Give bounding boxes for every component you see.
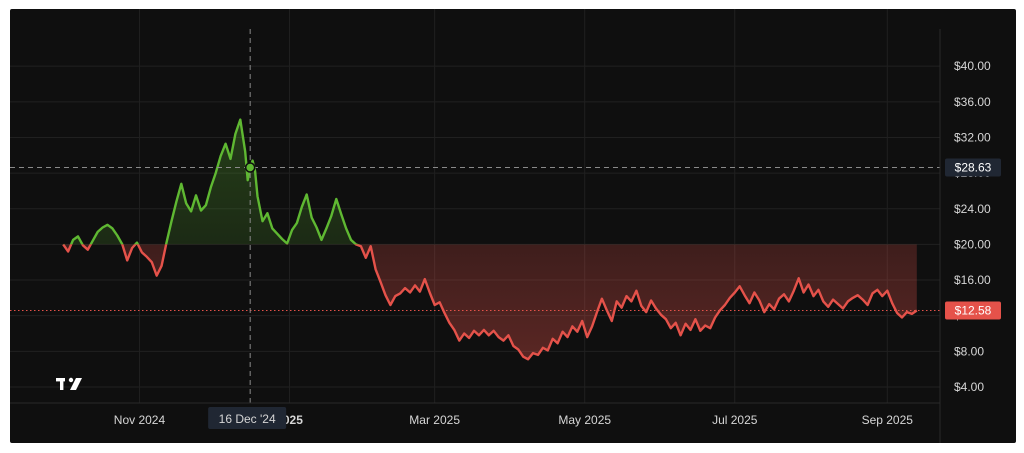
- area-below-baseline: [63, 244, 917, 360]
- x-tick-label: Nov 2024: [114, 413, 166, 427]
- price-line-above: [63, 118, 360, 245]
- price-chart: $40.00$36.00$32.00$28.00$24.00$20.00$16.…: [10, 9, 1001, 443]
- y-tick-label: $20.00: [954, 237, 991, 251]
- price-line-below: [62, 244, 918, 361]
- x-tick-label: Sep 2025: [862, 413, 914, 427]
- x-tick-label: Mar 2025: [409, 413, 460, 427]
- price-tags: $28.63 $12.58 16 Dec '24: [208, 158, 1001, 429]
- y-tick-label: $16.00: [954, 273, 991, 287]
- y-tick-label: $8.00: [954, 344, 984, 358]
- reference-lines: [10, 29, 940, 403]
- y-tick-label: $40.00: [954, 59, 991, 73]
- price-lines: [62, 118, 918, 361]
- tradingview-logo: [56, 377, 82, 390]
- y-tick-label: $4.00: [954, 380, 984, 394]
- crosshair-price-tag-label: $28.63: [955, 160, 992, 174]
- x-tick-label: May 2025: [558, 413, 611, 427]
- grid-lines: [10, 9, 940, 403]
- crosshair-date-tag: 16 Dec '24: [208, 407, 287, 429]
- x-axis: Nov 2024 2025 Mar 2025 May 2025 Jul 2025 Sep …: [114, 413, 913, 427]
- crosshair-date-label: 16 Dec '24: [219, 412, 276, 426]
- area-fills: [63, 119, 917, 360]
- crosshair-price-tag: $28.63: [945, 158, 1001, 177]
- y-tick-label: $36.00: [954, 95, 991, 109]
- y-axis: $40.00$36.00$32.00$28.00$24.00$20.00$16.…: [10, 29, 991, 443]
- last-price-tag-label: $12.58: [955, 304, 992, 318]
- y-tick-label: $24.00: [954, 202, 991, 216]
- y-tick-label: $32.00: [954, 130, 991, 144]
- last-price-tag: $12.58: [945, 301, 1001, 320]
- x-tick-label: Jul 2025: [712, 413, 758, 427]
- crosshair-point: [244, 162, 256, 173]
- chart-panel: $40.00$36.00$32.00$28.00$24.00$20.00$16.…: [10, 9, 1016, 443]
